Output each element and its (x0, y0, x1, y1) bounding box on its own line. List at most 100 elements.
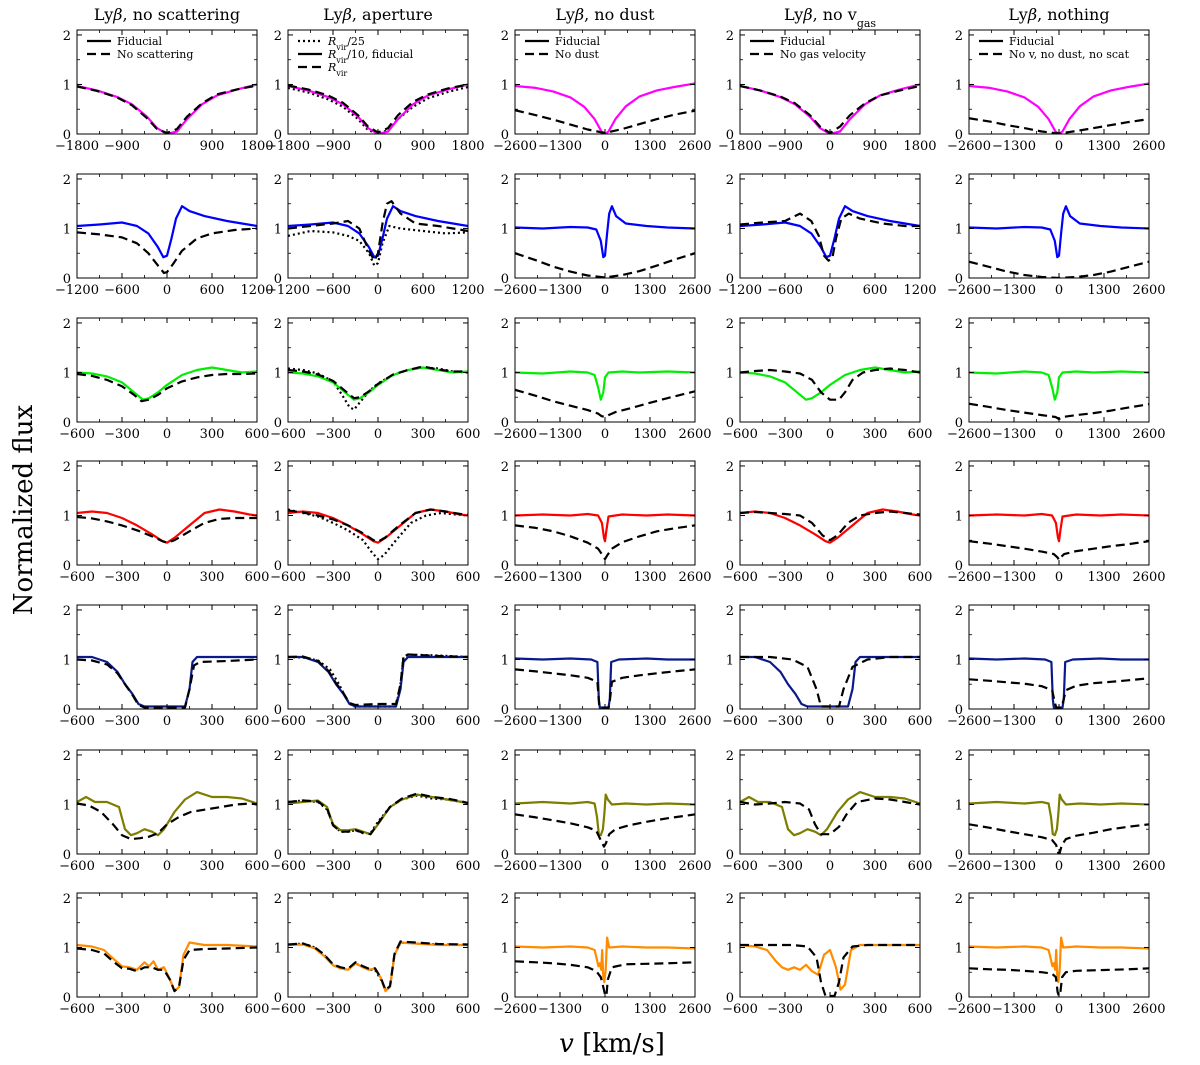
series-line-dashed (740, 799, 920, 835)
x-tick-label: 300 (411, 570, 436, 585)
panel-r4-c3: 012−600 −300 0 300 600 (722, 604, 932, 729)
y-tick-label: 2 (726, 892, 734, 907)
panel-r1-c4: 012−2600 −1300 0 1300 2600 (947, 173, 1166, 298)
series-line-solid (288, 657, 468, 707)
panel-r0-c4: 012−2600 −1300 0 1300 2600FiducialNo v, no d… (947, 29, 1166, 154)
x-tick-label: −2600 (493, 139, 537, 154)
x-tick-label: 0 (163, 139, 171, 154)
y-tick-label: 1 (955, 509, 963, 524)
y-tick-label: 2 (274, 749, 282, 764)
x-tick-label: −1300 (538, 570, 582, 585)
y-tick-label: 2 (274, 460, 282, 475)
y-tick-label: 2 (955, 604, 963, 619)
x-tick-label: 900 (200, 139, 225, 154)
x-tick-label: 0 (826, 139, 834, 154)
y-tick-label: 2 (274, 604, 282, 619)
y-tick-label: 1 (726, 222, 734, 237)
x-tick-label: −600 (104, 283, 140, 298)
x-tick-label: −600 (767, 283, 803, 298)
panel-r4-c4: 0 1 2 −2600 −1300 0 1300 2600 (947, 604, 1166, 729)
legend-label: No dust (555, 48, 600, 61)
x-tick-label: 2600 (1132, 859, 1165, 874)
x-tick-label: −1300 (992, 859, 1036, 874)
x-tick-label: −600 (722, 714, 758, 729)
x-tick-label: 2600 (1132, 714, 1165, 729)
x-tick-label: 0 (374, 139, 382, 154)
y-tick-label: 1 (501, 798, 509, 813)
x-tick-label: 600 (245, 570, 270, 585)
y-tick-label: 2 (501, 317, 509, 332)
x-tick-label: −300 (315, 427, 351, 442)
x-tick-label: −600 (722, 427, 758, 442)
panel-r3-c2: 0 1 2 −2600 −1300 0 1300 2600 (493, 460, 712, 585)
x-tick-label: −600 (722, 1002, 758, 1017)
x-tick-label: 0 (826, 1002, 834, 1017)
y-tick-label: 1 (955, 366, 963, 381)
panel-r1-c0: 012−1200 −600 0 600 1200 (55, 173, 274, 298)
panel-r0-c1: 012−1800 −900 0 900 1800Rvir/25Rvir/10, fidu… (266, 29, 485, 154)
series-line-solid (288, 943, 468, 992)
panel-frame (288, 30, 468, 134)
x-tick-label: 0 (1055, 570, 1063, 585)
series-line-solid (740, 510, 920, 543)
series-line-dotted (288, 87, 468, 134)
x-tick-label: 0 (826, 570, 834, 585)
panel-r2-c2: 0 1 2 −2600 −1300 0 1300 2600 (493, 317, 712, 442)
y-tick-label: 2 (726, 749, 734, 764)
panel-frame (740, 30, 920, 134)
x-tick-label: 600 (456, 427, 481, 442)
series-line-dashed (77, 517, 257, 543)
x-tick-label: −600 (59, 427, 95, 442)
x-tick-label: −600 (270, 1002, 306, 1017)
y-tick-label: 2 (274, 892, 282, 907)
x-tick-label: 600 (908, 427, 933, 442)
x-tick-label: 900 (863, 139, 888, 154)
x-tick-label: 0 (1055, 859, 1063, 874)
x-tick-label: 300 (411, 714, 436, 729)
column-title: Lyβ, no vgas (784, 5, 876, 30)
column-title: Lyβ, no scattering (94, 5, 240, 24)
y-tick-label: 1 (726, 653, 734, 668)
x-tick-label: −1300 (992, 714, 1036, 729)
x-tick-label: −1200 (718, 283, 762, 298)
x-tick-label: 1200 (903, 283, 936, 298)
series-line-solid (740, 368, 920, 400)
panel-r0-c0: 012−1800 −900 0 900 1800FiducialNo scatterin… (55, 29, 274, 154)
series-line-solid (515, 938, 695, 983)
y-tick-label: 2 (63, 317, 71, 332)
series-line-solid (288, 795, 468, 835)
x-tick-label: 0 (1055, 1002, 1063, 1017)
x-tick-label: 300 (411, 1002, 436, 1017)
x-tick-label: 1300 (633, 859, 666, 874)
x-tick-label: 600 (908, 570, 933, 585)
x-tick-label: −600 (315, 283, 351, 298)
x-tick-label: 600 (908, 859, 933, 874)
panel-r3-c3: 012−600 −300 0 300 600 (722, 460, 932, 585)
x-tick-label: 300 (200, 570, 225, 585)
series-line-solid (969, 84, 1149, 135)
x-tick-label: 300 (863, 714, 888, 729)
series-line-solid (77, 510, 257, 543)
legend-label: No v, no dust, no scat (1009, 48, 1130, 61)
x-tick-label: 0 (163, 714, 171, 729)
x-tick-label: 2600 (678, 427, 711, 442)
x-tick-label: −300 (104, 570, 140, 585)
y-tick-label: 2 (501, 173, 509, 188)
series-line-dashed (288, 942, 468, 991)
x-tick-label: 0 (374, 1002, 382, 1017)
x-tick-label: −300 (767, 714, 803, 729)
y-tick-label: 1 (501, 78, 509, 93)
x-tick-label: 600 (456, 714, 481, 729)
panel-r2-c4: 012−2600 −1300 0 1300 2600 (947, 317, 1166, 442)
y-tick-label: 2 (274, 29, 282, 44)
x-tick-label: −600 (270, 859, 306, 874)
x-tick-label: 0 (163, 1002, 171, 1017)
x-tick-label: 0 (1055, 283, 1063, 298)
x-tick-label: 1300 (633, 570, 666, 585)
series-line-solid (740, 657, 920, 707)
panel-frame (288, 750, 468, 854)
panel-r5-c0: 012−600 −300 0 300 600 (59, 749, 269, 874)
x-tick-label: 2600 (678, 139, 711, 154)
